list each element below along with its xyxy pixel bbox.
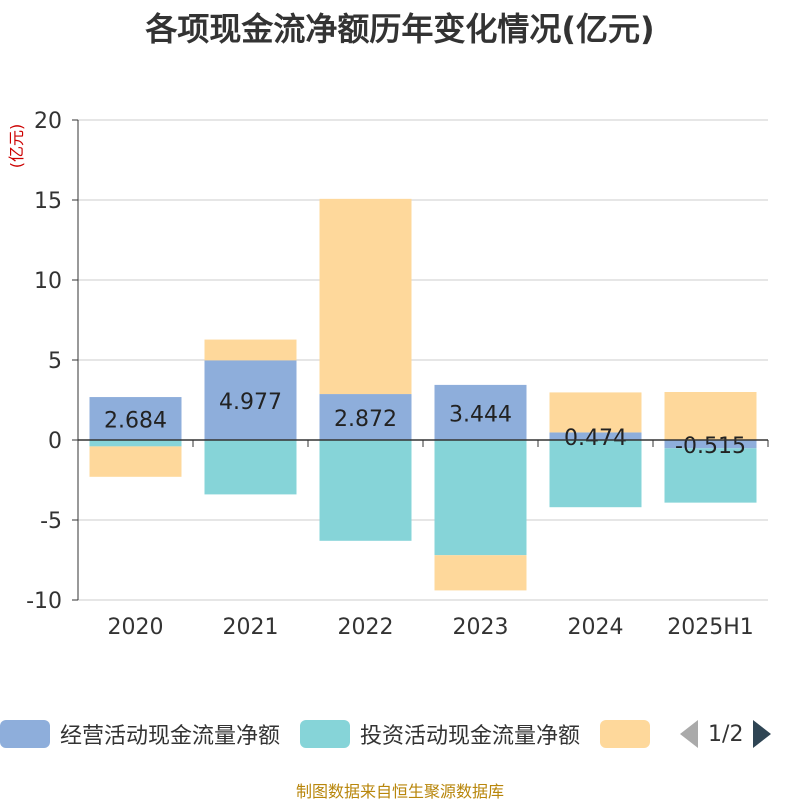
x-tick-label: 2023	[453, 615, 509, 640]
bar-third	[204, 339, 297, 361]
chart-area: -10 -5 0 5 10 15 20 (亿元) 2.684 4.977 2.872 3.444 0.4…	[7, 109, 769, 640]
legend-label-investing: 投资活动现金流量净额	[360, 724, 581, 749]
x-tick-label: 2020	[108, 615, 164, 640]
bar-operating	[319, 394, 412, 440]
y-tick-label: -10	[26, 589, 62, 614]
bar-investing	[434, 440, 527, 556]
legend: 经营活动现金流量净额 投资活动现金流量净额 1/2	[0, 716, 772, 752]
y-tick-label: -5	[40, 509, 62, 534]
y-tick-label: 15	[34, 189, 62, 214]
bar-investing	[319, 440, 412, 541]
data-label: 3.444	[449, 402, 512, 427]
x-tick-label: 2025H1	[667, 615, 754, 640]
data-label: 4.977	[219, 390, 282, 415]
bar-investing	[664, 448, 757, 503]
bar-operating	[549, 432, 642, 440]
bar-third	[434, 555, 527, 591]
x-tick-label: 2022	[338, 615, 394, 640]
bar-third	[549, 392, 642, 433]
bar-operating	[664, 440, 757, 449]
next-page-icon[interactable]	[753, 720, 772, 748]
legend-swatch-third	[600, 720, 651, 748]
y-tick-label: 5	[48, 349, 62, 374]
bar-investing	[549, 440, 642, 508]
data-label: 2.684	[104, 409, 167, 434]
bar-third	[319, 198, 412, 395]
bar-investing	[89, 440, 182, 447]
prev-page-icon[interactable]	[680, 720, 699, 748]
pager-text: 1/2	[708, 721, 744, 747]
legend-label-operating: 经营活动现金流量净额	[60, 724, 281, 749]
data-label: 2.872	[334, 407, 397, 432]
bar-investing	[204, 440, 297, 495]
legend-pager: 1/2	[680, 720, 772, 748]
y-tick-label: 10	[34, 269, 62, 294]
legend-item-operating[interactable]: 经营活动现金流量净额	[0, 718, 280, 750]
chart-title: 各项现金流净额历年变化情况(亿元)	[145, 10, 655, 48]
legend-swatch-operating	[0, 720, 50, 748]
bar-third	[89, 446, 182, 477]
legend-swatch-investing	[300, 720, 351, 748]
legend-item-investing[interactable]: 投资活动现金流量净额	[300, 718, 580, 750]
data-label: 0.474	[564, 426, 627, 451]
y-tick-label: 20	[34, 109, 62, 134]
source-note: 制图数据来自恒生聚源数据库	[295, 782, 504, 801]
x-tick-label: 2021	[223, 615, 279, 640]
y-tick-label: 0	[48, 429, 62, 454]
data-label: -0.515	[675, 434, 746, 459]
y-axis-label: (亿元)	[7, 124, 26, 169]
bar-operating	[434, 384, 527, 440]
bar-operating	[204, 360, 297, 440]
bar-operating	[89, 397, 182, 440]
x-tick-label: 2024	[568, 615, 624, 640]
bar-third	[664, 392, 757, 440]
legend-item-third[interactable]	[600, 720, 660, 748]
